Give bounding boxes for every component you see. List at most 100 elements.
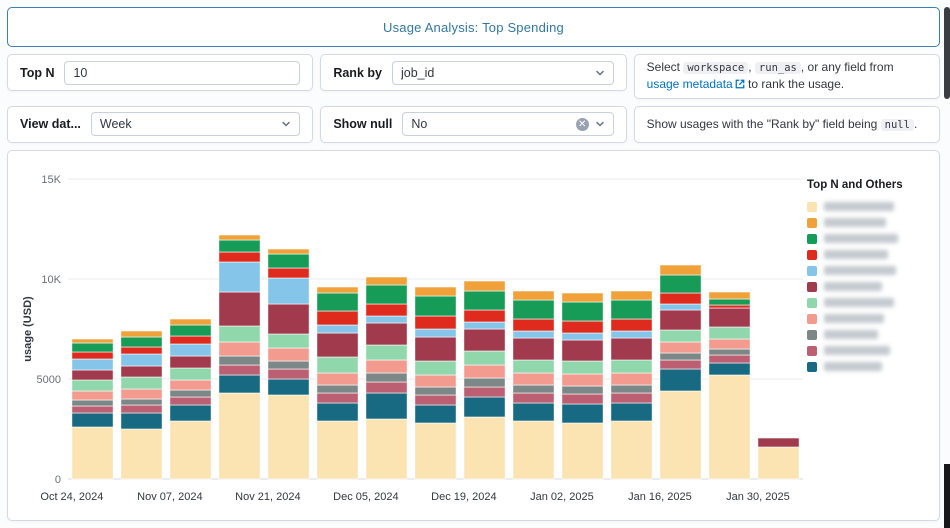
bar-segment[interactable]: [561, 373, 604, 387]
bar-segment[interactable]: [267, 303, 310, 335]
bar-segment[interactable]: [169, 335, 212, 345]
legend-item[interactable]: [807, 359, 925, 375]
bar-segment[interactable]: [218, 239, 261, 253]
bar-segment[interactable]: [463, 309, 506, 323]
bar-segment[interactable]: [708, 326, 751, 340]
bar-segment[interactable]: [561, 292, 604, 303]
bar-segment[interactable]: [414, 422, 457, 480]
bar-segment[interactable]: [659, 264, 702, 276]
bar-segment[interactable]: [169, 318, 212, 326]
bar-segment[interactable]: [561, 385, 604, 395]
bar-segment[interactable]: [512, 330, 555, 339]
bar-segment[interactable]: [169, 379, 212, 391]
bar-segment[interactable]: [512, 359, 555, 374]
bar-segment[interactable]: [414, 374, 457, 388]
bar-segment[interactable]: [708, 354, 751, 364]
bar-segment[interactable]: [169, 420, 212, 480]
bar-segment[interactable]: [708, 307, 751, 328]
bar-segment[interactable]: [610, 290, 653, 301]
legend-item[interactable]: [807, 263, 925, 279]
bar-segment[interactable]: [267, 394, 310, 480]
bar-segment[interactable]: [610, 318, 653, 332]
bar-segment[interactable]: [71, 351, 114, 360]
bar-segment[interactable]: [120, 330, 163, 338]
bar-segment[interactable]: [218, 374, 261, 394]
bar-segment[interactable]: [561, 393, 604, 405]
bar-segment[interactable]: [71, 412, 114, 428]
bar-segment[interactable]: [267, 333, 310, 349]
bar-segment[interactable]: [316, 310, 359, 326]
bar-segment[interactable]: [512, 420, 555, 480]
bar-segment[interactable]: [561, 403, 604, 424]
bar-segment[interactable]: [316, 372, 359, 386]
bar-segment[interactable]: [463, 321, 506, 330]
bar-segment[interactable]: [659, 390, 702, 480]
bar-segment[interactable]: [71, 338, 114, 344]
bar-segment[interactable]: [463, 290, 506, 311]
bar-segment[interactable]: [365, 344, 408, 361]
bar-segment[interactable]: [463, 280, 506, 292]
bar-segment[interactable]: [610, 384, 653, 394]
bar-segment[interactable]: [316, 356, 359, 374]
bar-segment[interactable]: [316, 286, 359, 294]
bar-segment[interactable]: [512, 290, 555, 301]
legend-item[interactable]: [807, 215, 925, 231]
bar-segment[interactable]: [659, 352, 702, 361]
bar-segment[interactable]: [512, 372, 555, 386]
bar-segment[interactable]: [414, 315, 457, 330]
bar-segment[interactable]: [463, 386, 506, 398]
bar-segment[interactable]: [120, 365, 163, 378]
bar-segment[interactable]: [561, 422, 604, 480]
bar-segment[interactable]: [365, 418, 408, 480]
bar-segment[interactable]: [120, 412, 163, 430]
bar-segment[interactable]: [316, 332, 359, 358]
bar-segment[interactable]: [218, 364, 261, 376]
bar-segment[interactable]: [365, 315, 408, 324]
show-null-select[interactable]: No ✕: [402, 112, 614, 137]
bar-segment[interactable]: [414, 295, 457, 317]
bar-segment[interactable]: [561, 360, 604, 375]
bar-segment[interactable]: [512, 299, 555, 320]
bar-segment[interactable]: [708, 304, 751, 309]
bar-segment[interactable]: [316, 324, 359, 334]
bar-segment[interactable]: [463, 364, 506, 379]
legend-item[interactable]: [807, 327, 925, 343]
bar-segment[interactable]: [365, 303, 408, 317]
bar-segment[interactable]: [218, 355, 261, 366]
bar-segment[interactable]: [218, 234, 261, 241]
bar-segment[interactable]: [414, 360, 457, 376]
bar-segment[interactable]: [316, 392, 359, 404]
bar-segment[interactable]: [71, 426, 114, 480]
bar-segment[interactable]: [610, 330, 653, 339]
bar-segment[interactable]: [463, 377, 506, 388]
top-n-input[interactable]: [64, 60, 301, 85]
bar-segment[interactable]: [267, 378, 310, 396]
bar-segment[interactable]: [414, 286, 457, 297]
bar-segment[interactable]: [708, 338, 751, 350]
bar-segment[interactable]: [120, 376, 163, 390]
bar-segment[interactable]: [512, 402, 555, 422]
bar-segment[interactable]: [463, 328, 506, 352]
bar-segment[interactable]: [708, 291, 751, 300]
legend-item[interactable]: [807, 199, 925, 215]
bar-segment[interactable]: [512, 392, 555, 404]
bar-segment[interactable]: [267, 267, 310, 279]
bar-segment[interactable]: [316, 402, 359, 422]
bar-segment[interactable]: [659, 309, 702, 331]
bar-segment[interactable]: [267, 347, 310, 362]
bar-segment[interactable]: [610, 392, 653, 404]
bar-segment[interactable]: [708, 362, 751, 376]
bar-segment[interactable]: [169, 389, 212, 398]
bar-segment[interactable]: [610, 299, 653, 320]
bar-segment[interactable]: [316, 384, 359, 394]
bar-segment[interactable]: [659, 368, 702, 392]
legend-item[interactable]: [807, 231, 925, 247]
bar-segment[interactable]: [71, 405, 114, 414]
bar-segment[interactable]: [757, 446, 800, 480]
bar-segment[interactable]: [708, 374, 751, 480]
bar-segment[interactable]: [267, 360, 310, 370]
bar-segment[interactable]: [659, 359, 702, 370]
bar-segment[interactable]: [71, 342, 114, 353]
bar-segment[interactable]: [561, 332, 604, 341]
bar-segment[interactable]: [71, 390, 114, 401]
